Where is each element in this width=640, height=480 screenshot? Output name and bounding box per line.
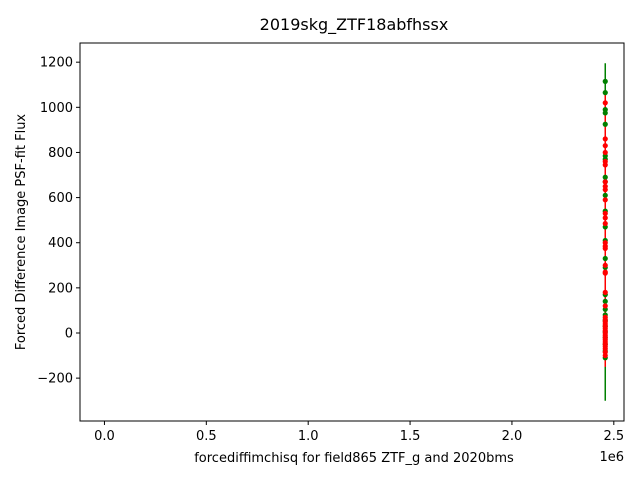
- data-point-red: [602, 100, 608, 106]
- data-point-red: [602, 270, 608, 276]
- x-tick-label: 1.0: [298, 429, 319, 444]
- data-point-green: [602, 255, 608, 262]
- data-point-green: [602, 121, 608, 127]
- data-point-red: [602, 303, 608, 309]
- y-tick-label: 0: [65, 326, 73, 341]
- plot-frame: [79, 42, 625, 422]
- data-point-red: [602, 245, 608, 251]
- data-point-green: [602, 192, 608, 198]
- data-point-red: [602, 215, 608, 221]
- plot-area: [602, 63, 608, 401]
- data-point-red: [602, 197, 608, 203]
- data-point-red: [602, 162, 608, 168]
- y-tick-label: 1200: [40, 56, 73, 71]
- y-tick-label: 800: [48, 146, 73, 161]
- data-point-green: [602, 298, 608, 304]
- y-tick-label: 600: [48, 191, 73, 206]
- x-tick-label: 2.0: [502, 429, 523, 444]
- y-tick-label: 1000: [40, 101, 73, 116]
- x-tick-label: 1.5: [400, 429, 421, 444]
- x-tick-label: 2.5: [603, 429, 624, 444]
- data-point-red: [602, 143, 608, 149]
- x-axis: 0.0 0.5 1.0 1.5 2.0 2.5: [94, 421, 624, 444]
- data-point-red: [602, 220, 608, 227]
- data-point-red: [602, 149, 608, 156]
- data-point-green: [602, 78, 608, 84]
- x-tick-label: 0.0: [94, 429, 115, 444]
- x-axis-title: forcediffimchisq for field865 ZTF_g and …: [194, 451, 514, 466]
- data-point-red: [602, 179, 608, 185]
- y-tick-label: −200: [37, 372, 73, 387]
- data-point-green: [602, 90, 608, 96]
- y-tick-label: 200: [48, 281, 73, 296]
- data-point-red: [602, 187, 608, 193]
- data-point-green: [602, 174, 608, 180]
- x-offset-label: 1e6: [599, 450, 624, 465]
- y-axis: −200 0 200 400 600 800 1000 1200: [37, 56, 80, 387]
- x-tick-label: 0.5: [196, 429, 217, 444]
- data-point-red: [602, 210, 608, 216]
- data-point-red: [602, 352, 608, 359]
- data-point-green: [602, 110, 608, 116]
- data-point-red: [602, 136, 608, 142]
- y-tick-label: 400: [48, 236, 73, 251]
- data-point-red: [602, 289, 608, 295]
- chart-title: 2019skg_ZTF18abfhssx: [260, 15, 449, 35]
- data-point-red: [602, 262, 608, 268]
- y-axis-title: Forced Difference Image PSF-fit Flux: [14, 114, 29, 351]
